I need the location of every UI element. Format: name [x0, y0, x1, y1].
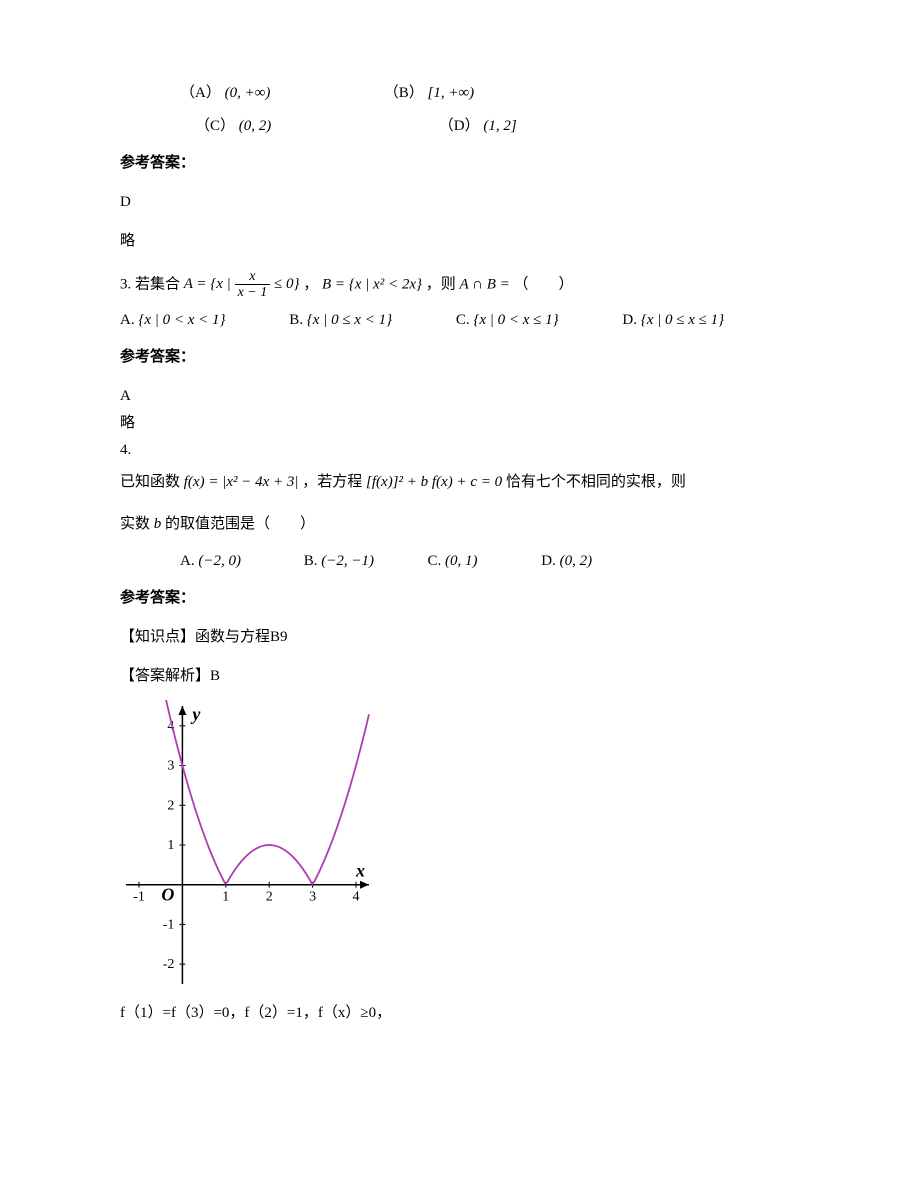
option-expr: (0, 1) [445, 553, 478, 569]
svg-text:1: 1 [222, 889, 229, 904]
setA-frac: xx − 1 [235, 269, 271, 301]
q4-line1-mid: ，若方程 [302, 474, 362, 490]
q4-option-C: C. (0, 1) [428, 548, 538, 575]
option-label: D. [541, 553, 556, 569]
q2-option-D: （D） (1, 2] [439, 113, 517, 140]
option-expr: {x | 0 < x ≤ 1} [473, 312, 558, 328]
q3-option-B: B. {x | 0 ≤ x < 1} [289, 307, 392, 334]
q4-eq: [f(x)]² + b f(x) + c = 0 [366, 474, 502, 490]
option-expr: (0, 2) [239, 118, 272, 134]
q2-note: 略 [120, 228, 800, 255]
q4-line1-pre: 已知函数 [120, 474, 180, 490]
option-label: （A） [180, 85, 221, 101]
q4-option-A: A. (−2, 0) [180, 548, 300, 575]
svg-text:4: 4 [352, 889, 359, 904]
q4-line1: 已知函数 f(x) = |x² − 4x + 3| ，若方程 [f(x)]² +… [120, 464, 800, 500]
function-graph: -11234-2-11234Oxy [120, 700, 375, 990]
q4-number: 4. [120, 437, 800, 464]
q4-footnote: f（1）=f（3）=0，f（2）=1，f（x）≥0， [120, 1000, 800, 1027]
q3-comma1: ， [303, 276, 318, 292]
setA-post: ≤ 0} [270, 276, 299, 292]
setA-pre: A = {x | [184, 276, 235, 292]
q4-var: b [154, 516, 162, 532]
option-label: （B） [384, 85, 424, 101]
q2-options-row2: （C） (0, 2) （D） (1, 2] [120, 113, 800, 140]
option-expr: (0, 2) [560, 553, 593, 569]
svg-text:2: 2 [266, 889, 273, 904]
svg-text:1: 1 [167, 838, 174, 853]
svg-text:3: 3 [309, 889, 316, 904]
q4-option-D: D. (0, 2) [541, 548, 592, 575]
q3-note: 略 [120, 410, 800, 437]
option-expr: {x | 0 ≤ x ≤ 1} [641, 312, 724, 328]
option-label: B. [304, 553, 318, 569]
frac-den: x − 1 [235, 285, 271, 300]
svg-text:y: y [190, 704, 201, 724]
q4-answer-label: 参考答案： [120, 585, 800, 612]
frac-num: x [235, 269, 271, 285]
option-label: C. [456, 312, 470, 328]
option-expr: (0, +∞) [225, 85, 271, 101]
q3-setB: B = {x | x² < 2x} [322, 276, 422, 292]
svg-text:-2: -2 [163, 957, 175, 972]
q4-line2-post: 的取值范围是（ ） [165, 516, 315, 532]
option-label: C. [428, 553, 442, 569]
option-expr: {x | 0 ≤ x < 1} [307, 312, 392, 328]
q2-option-A: （A） (0, +∞) [180, 80, 380, 107]
svg-text:3: 3 [167, 758, 174, 773]
q4-knowledge: 【知识点】函数与方程B9 [120, 624, 800, 651]
q4-line2-pre: 实数 [120, 516, 150, 532]
q4-options: A. (−2, 0) B. (−2, −1) C. (0, 1) D. (0, … [180, 548, 800, 575]
q4-func: f(x) = |x² − 4x + 3| [184, 474, 299, 490]
q3-answer-label: 参考答案： [120, 344, 800, 371]
svg-text:x: x [355, 860, 365, 880]
q3-options: A. {x | 0 < x < 1} B. {x | 0 ≤ x < 1} C.… [120, 307, 800, 334]
q3-option-D: D. {x | 0 ≤ x ≤ 1} [622, 307, 724, 334]
option-expr: (1, 2] [483, 118, 516, 134]
q2-answer-label: 参考答案： [120, 150, 800, 177]
q3-comma2: ，则 [426, 276, 456, 292]
option-label: A. [180, 553, 195, 569]
q2-options-row1: （A） (0, +∞) （B） [1, +∞) [120, 80, 800, 107]
option-label: D. [622, 312, 637, 328]
q4-line2: 实数 b 的取值范围是（ ） [120, 506, 800, 542]
option-expr: {x | 0 < x < 1} [138, 312, 225, 328]
svg-text:O: O [161, 884, 174, 904]
option-expr: (−2, 0) [198, 553, 241, 569]
q4-analysis: 【答案解析】B [120, 663, 800, 690]
q3-stem: 3. 若集合 A = {x | xx − 1 ≤ 0} ， B = {x | x… [120, 269, 800, 301]
q3-option-C: C. {x | 0 < x ≤ 1} [456, 307, 559, 334]
q2-option-B: （B） [1, +∞) [384, 80, 474, 107]
option-expr: (−2, −1) [321, 553, 374, 569]
option-label: （D） [439, 118, 480, 134]
q3-option-A: A. {x | 0 < x < 1} [120, 307, 226, 334]
option-label: （C） [195, 118, 235, 134]
svg-text:-1: -1 [163, 917, 175, 932]
q3-paren: （ ） [514, 276, 574, 292]
svg-text:2: 2 [167, 798, 174, 813]
q2-answer: D [120, 189, 800, 216]
option-expr: [1, +∞) [428, 85, 475, 101]
svg-text:-1: -1 [133, 889, 145, 904]
q4-graph: -11234-2-11234Oxy [120, 700, 800, 990]
q2-option-C: （C） (0, 2) [195, 113, 395, 140]
q3-answer: A [120, 383, 800, 410]
option-label: B. [289, 312, 303, 328]
q4-line1-post: 恰有七个不相同的实根，则 [506, 474, 686, 490]
q3-setA: A = {x | xx − 1 ≤ 0} [184, 276, 303, 292]
q3-inter: A ∩ B = [460, 276, 510, 292]
option-label: A. [120, 312, 135, 328]
q4-option-B: B. (−2, −1) [304, 548, 424, 575]
q3-prefix: 3. 若集合 [120, 276, 180, 292]
